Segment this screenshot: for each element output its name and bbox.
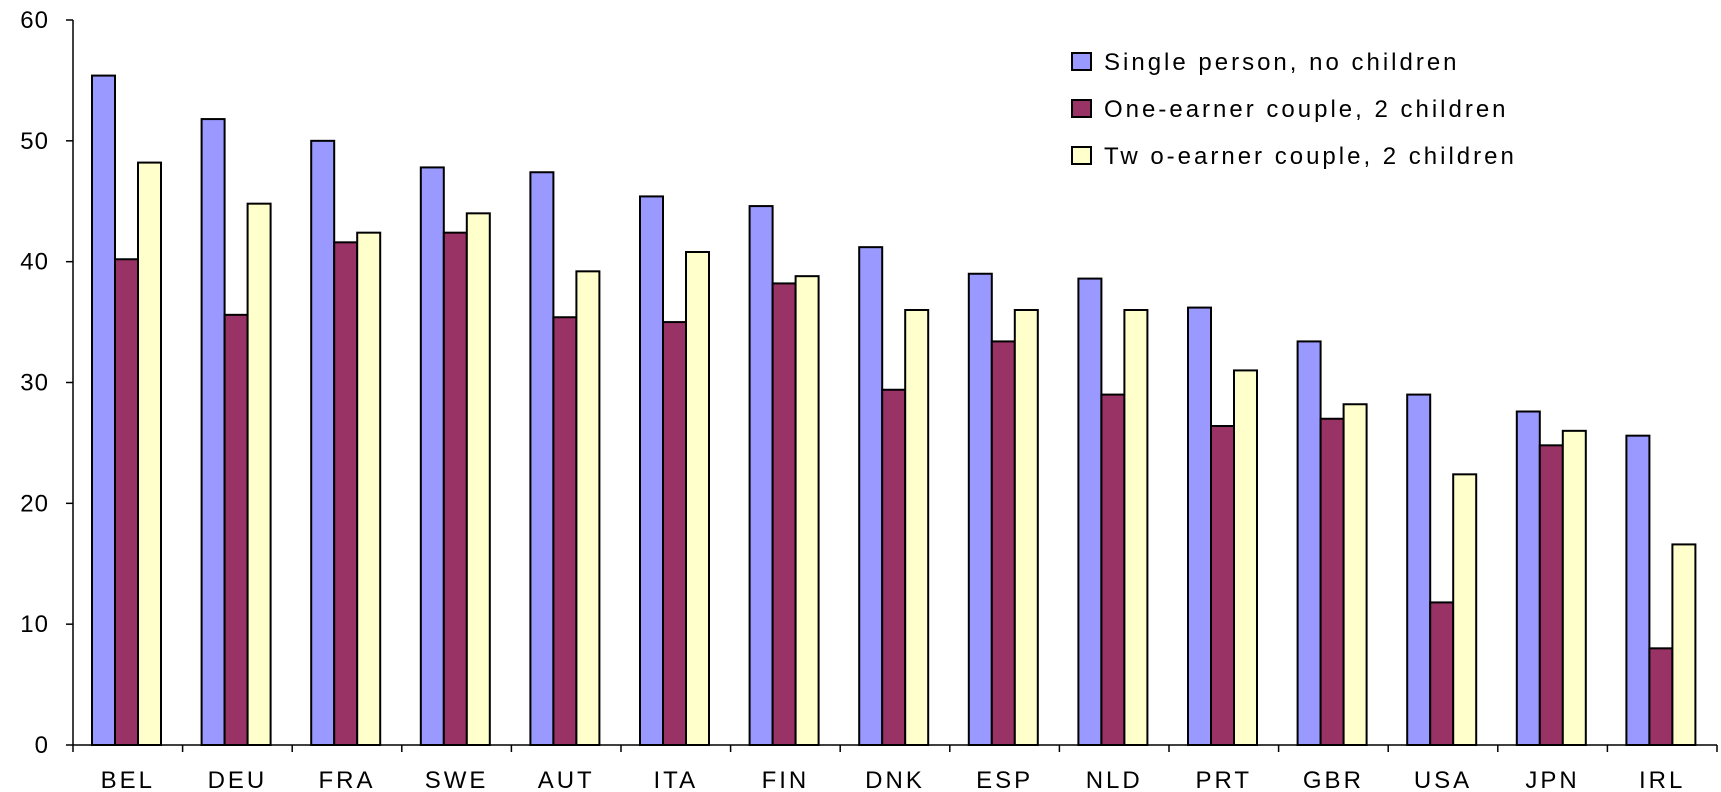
x-tick-label: SWE <box>425 767 489 792</box>
x-tick-label: DEU <box>208 767 268 792</box>
bar-gbr-series-1 <box>1296 340 1322 746</box>
bar-jpn-series-1 <box>1515 410 1541 746</box>
bar-usa-series-1 <box>1406 393 1432 746</box>
bar-dnk-series-3 <box>904 309 930 746</box>
x-tick-label: GBR <box>1303 767 1364 792</box>
bar-nld-series-2 <box>1100 393 1126 746</box>
y-tick-label: 60 <box>20 7 49 34</box>
legend-swatch <box>1071 52 1092 71</box>
bar-jpn-series-2 <box>1538 444 1564 746</box>
y-tick-label: 0 <box>35 732 49 759</box>
bar-irl-series-1 <box>1625 434 1651 746</box>
bar-dnk-series-2 <box>881 388 907 746</box>
bar-deu-series-2 <box>223 313 249 746</box>
x-tick-label: BEL <box>101 767 155 792</box>
bar-dnk-series-1 <box>858 246 884 747</box>
bar-gbr-series-3 <box>1342 403 1368 746</box>
bars <box>91 74 1697 747</box>
x-tick-label: JPN <box>1525 767 1579 792</box>
y-tick-label: 30 <box>20 370 49 397</box>
bar-bel-series-2 <box>114 258 139 746</box>
bar-aut-series-1 <box>529 171 555 746</box>
bar-prt-series-3 <box>1233 369 1258 746</box>
legend-entry-label: Single person, no children <box>1104 49 1460 76</box>
bar-fin-series-3 <box>794 275 820 746</box>
legend-entry-label: One-earner couple, 2 children <box>1104 96 1509 123</box>
x-tick-label: FRA <box>319 767 376 792</box>
bar-irl-series-2 <box>1648 647 1674 746</box>
x-tick-label: ESP <box>976 767 1033 792</box>
bar-prt-series-2 <box>1210 425 1235 746</box>
x-tick-label: PRT <box>1196 767 1253 792</box>
x-tick-label: NLD <box>1086 767 1143 792</box>
x-tick-label: DNK <box>865 767 925 792</box>
bar-deu-series-1 <box>200 118 226 747</box>
y-tick-label: 20 <box>20 490 49 517</box>
bar-usa-series-2 <box>1429 601 1455 747</box>
bar-bel-series-1 <box>91 74 116 747</box>
x-tick-label: IRL <box>1639 767 1685 792</box>
x-tick-label: ITA <box>654 767 699 792</box>
bar-ita-series-2 <box>662 321 687 746</box>
bar-irl-series-3 <box>1671 543 1697 747</box>
bar-bel-series-3 <box>137 161 162 747</box>
bar-usa-series-3 <box>1452 473 1478 746</box>
bar-esp-series-1 <box>967 272 993 746</box>
bar-fin-series-2 <box>771 282 797 746</box>
x-axis: BEL DEU FRA SWE AUT ITA FIN DNK ESP NLD PRT GBR USA J… <box>72 744 1718 792</box>
bar-ita-series-3 <box>685 251 710 746</box>
bar-esp-series-3 <box>1013 309 1039 746</box>
bar-nld-series-1 <box>1077 277 1103 746</box>
bar-aut-series-3 <box>575 270 601 746</box>
bar-fra-series-3 <box>356 231 382 746</box>
y-tick-label: 50 <box>20 128 49 155</box>
y-axis: 0 10 20 30 40 50 60 <box>20 7 74 759</box>
bar-deu-series-3 <box>246 202 272 746</box>
legend-swatch <box>1071 99 1092 118</box>
y-tick-label: 40 <box>20 249 49 276</box>
bar-swe-series-3 <box>465 212 491 747</box>
bar-jpn-series-3 <box>1561 429 1587 746</box>
bar-swe-series-1 <box>419 166 445 746</box>
bar-esp-series-2 <box>990 340 1016 746</box>
bar-swe-series-2 <box>442 231 468 746</box>
bar-fin-series-1 <box>748 205 774 747</box>
x-tick-label: FIN <box>762 767 810 792</box>
bar-nld-series-3 <box>1123 309 1149 746</box>
x-tick-label: AUT <box>538 767 595 792</box>
legend: Single person, no children One-earner cou… <box>1071 49 1517 170</box>
bar-aut-series-2 <box>552 316 578 746</box>
legend-swatch <box>1071 146 1092 165</box>
legend-entry-label: Tw o-earner couple, 2 children <box>1104 143 1517 170</box>
bar-prt-series-1 <box>1187 306 1212 746</box>
x-tick-label: USA <box>1414 767 1472 792</box>
bar-fra-series-2 <box>333 241 359 746</box>
bar-ita-series-1 <box>639 195 664 746</box>
bar-gbr-series-2 <box>1319 417 1345 746</box>
y-tick-label: 10 <box>20 611 49 638</box>
bar-fra-series-1 <box>310 139 336 747</box>
